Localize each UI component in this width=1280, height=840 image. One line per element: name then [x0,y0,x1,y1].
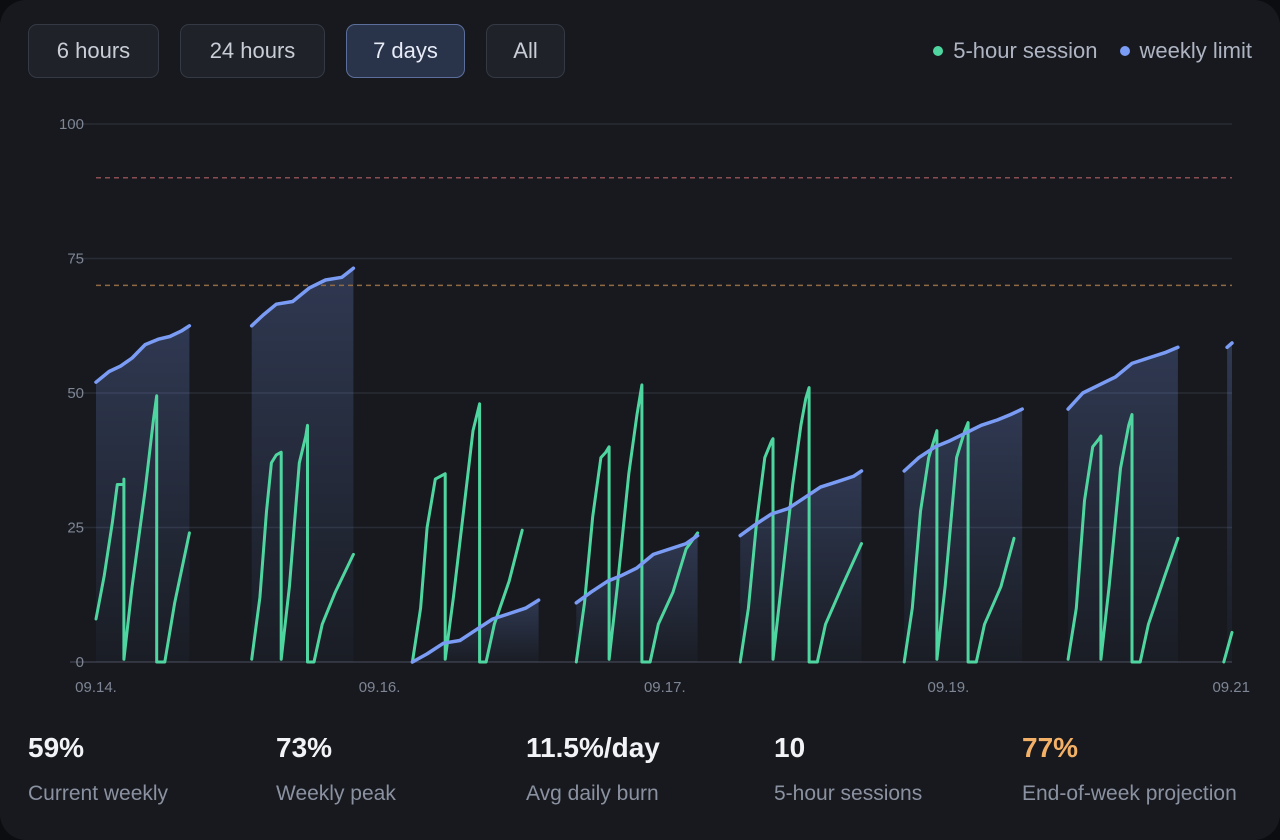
stat-weekly-peak: 73% Weekly peak [276,728,396,806]
weekly-line-0 [94,324,192,384]
range-24-hours-button[interactable]: 24 hours [180,24,325,78]
legend-label-session: 5-hour session [953,38,1098,63]
range-7-days-button[interactable]: 7 days [346,24,465,78]
weekly-line-6 [1066,345,1180,411]
weekly-line-4 [738,469,864,538]
legend-dot-weekly [1119,46,1130,56]
session-line-7 [1222,630,1234,664]
weekly-area-1 [251,268,354,662]
stat-session-count-label: 5-hour sessions [774,782,923,805]
stat-weekly-peak-label: Weekly peak [276,782,396,805]
x-tick-label-3: 09.19. [928,679,970,696]
session-line-4 [738,386,863,664]
x-tick-label-2: 09.17. [644,679,686,696]
x-tick-label-4: 09.21 [1212,679,1250,696]
stat-projection-value: 77% [1022,732,1079,763]
weekly-line-1 [249,266,356,328]
y-tick-label-100: 100 [59,116,84,133]
legend-label-weekly: weekly limit [1139,38,1252,63]
session-line-3 [574,383,700,664]
weekly-area-7 [1227,343,1232,662]
legend-dot-session [933,46,944,56]
x-tick-label-1: 09.16. [359,679,401,696]
chart-legend: 5-hour session weekly limit [933,38,1252,64]
session-line-0 [94,394,191,664]
stat-avg-daily-burn-label: Avg daily burn [526,782,659,805]
weekly-line-2 [410,598,541,664]
stat-avg-daily-burn: 11.5%/day Avg daily burn [526,728,660,806]
stat-session-count-value: 10 [774,732,806,763]
y-tick-label-50: 50 [67,385,84,402]
weekly-line-5 [902,407,1024,473]
x-tick-label-0: 09.14. [75,679,117,696]
session-line-1 [250,423,355,664]
stat-current-weekly-value: 59% [28,732,85,763]
usage-chart: 0 25 50 75 100 09.14. 09.16. 09.17. 09.19. 09.21 [59,116,1250,696]
y-tick-label-0: 0 [76,654,84,671]
stat-weekly-peak-value: 73% [276,732,333,763]
y-tick-label-75: 75 [67,251,84,268]
session-line-6 [1066,413,1180,664]
weekly-line-7 [1225,341,1234,350]
stat-current-weekly: 59% Current weekly [28,728,168,806]
y-tick-label-25: 25 [67,520,84,537]
stat-session-count: 10 5-hour sessions [774,728,922,806]
range-6-hours-button[interactable]: 6 hours [28,24,159,78]
weekly-line-3 [574,533,700,605]
legend-item-weekly: weekly limit [1119,38,1252,64]
stat-projection-label: End-of-week projection [1022,782,1237,805]
stat-avg-daily-burn-value: 11.5%/day [526,732,660,763]
stat-projection: 77% End-of-week projection [1022,728,1237,806]
weekly-area-5 [904,409,1023,662]
stat-current-weekly-label: Current weekly [28,782,169,805]
range-all-button[interactable]: All [486,24,565,78]
session-line-5 [902,421,1016,664]
legend-item-session: 5-hour session [933,38,1098,64]
weekly-area-6 [1068,347,1178,662]
session-line-2 [410,402,524,664]
weekly-area-3 [576,535,698,662]
weekly-area-0 [96,325,190,662]
